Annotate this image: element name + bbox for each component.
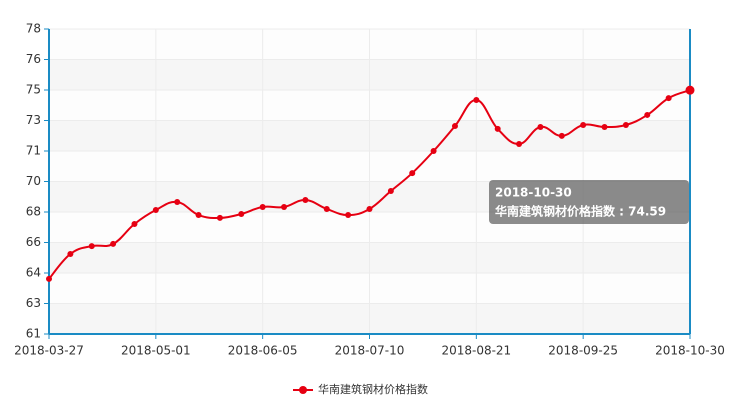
x-tick-label: 2018-08-21 [441,344,511,358]
x-tick-label: 2018-06-05 [228,344,298,358]
point [685,85,695,95]
point [430,148,437,154]
point [174,198,181,205]
point [152,207,159,214]
point [473,97,480,104]
point [259,203,266,210]
point [665,95,672,102]
point [195,212,202,219]
y-tick-label: 78 [26,22,41,36]
y-tick-label: 73 [26,113,41,127]
y-tick-label: 63 [26,296,41,310]
legend-label: 华南建筑钢材价格指数 [318,382,428,396]
y-tick-label: 71 [26,144,41,158]
point [238,210,245,217]
x-tick-label: 2018-10-30 [655,344,725,358]
y-tick-label: 75 [26,83,41,97]
point [516,141,523,148]
y-tick-label: 76 [26,52,41,66]
y-tick-label: 68 [26,205,41,219]
y-tick-label: 64 [26,266,41,280]
point [46,275,52,282]
legend-marker [299,386,307,394]
point [558,132,565,139]
point [216,214,223,221]
point [323,205,330,212]
point [67,250,74,257]
point [366,205,373,212]
point [345,212,352,219]
point [622,121,629,128]
point [409,170,416,177]
point [644,111,651,118]
tooltip-title: 2018-10-30 [495,186,572,200]
x-tick-label: 2018-03-27 [14,344,84,358]
x-tick-label: 2018-05-01 [121,344,191,358]
point [110,240,117,247]
y-tick-label: 61 [26,327,41,341]
point [131,221,138,228]
x-tick-label: 2018-09-25 [548,344,618,358]
point [494,125,501,132]
point [451,123,458,130]
tooltip-text: 华南建筑钢材价格指数 : 74.59 [495,204,666,219]
x-tick-label: 2018-07-10 [335,344,405,358]
point [537,123,544,130]
y-tick-label: 70 [26,174,41,188]
point [387,188,394,195]
point [302,196,309,203]
point [580,121,587,128]
point [281,203,288,210]
tooltip-box [489,180,689,224]
y-tick-label: 66 [26,235,41,249]
point [88,243,95,250]
point [601,123,608,130]
